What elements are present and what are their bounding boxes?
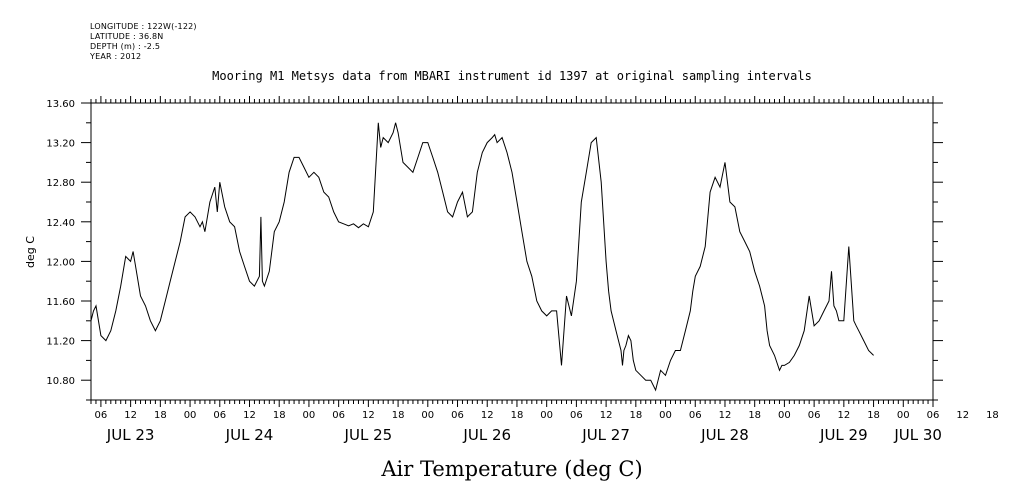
x-tick-label: 18	[273, 410, 286, 421]
longitude-label: LONGITUDE : 122W(-122)	[90, 22, 197, 31]
chart-title: Mooring M1 Metsys data from MBARI instru…	[212, 69, 812, 83]
x-tick-label: 00	[659, 410, 672, 421]
y-tick-label: 11.60	[46, 297, 75, 308]
x-tick-label: 18	[629, 410, 642, 421]
x-tick-label: 06	[213, 410, 226, 421]
x-tick-label: 18	[392, 410, 405, 421]
day-label: JUL 26	[462, 426, 511, 444]
metadata-block: LONGITUDE : 122W(-122) LATITUDE : 36.8N …	[90, 22, 197, 62]
depth-label: DEPTH (m) : -2.5	[90, 42, 161, 51]
x-tick-label: 06	[332, 410, 345, 421]
x-tick-label: 06	[570, 410, 583, 421]
x-axis-title: Air Temperature (deg C)	[380, 457, 642, 481]
day-label: JUL 29	[819, 426, 868, 444]
x-tick-label: 06	[808, 410, 821, 421]
year-label: YEAR : 2012	[90, 52, 142, 61]
x-tick-label: 12	[837, 410, 850, 421]
x-tick-label: 18	[748, 410, 761, 421]
y-tick-label: 11.20	[46, 337, 75, 348]
x-tick-label: 00	[421, 410, 434, 421]
x-tick-label: 12	[719, 410, 732, 421]
y-tick-label: 12.40	[46, 218, 75, 229]
plot-frame	[90, 102, 934, 401]
x-tick-label: 00	[540, 410, 553, 421]
y-axis-label: deg C	[24, 236, 37, 268]
x-tick-label: 00	[303, 410, 316, 421]
y-tick-label: 13.60	[46, 99, 75, 110]
latitude-label: LATITUDE : 36.8N	[90, 32, 164, 41]
y-tick-label: 12.80	[46, 178, 75, 189]
x-tick-label: 18	[986, 410, 999, 421]
x-tick-labels: 06 12 18 00 06 12 18 00 06 12 18 00 06 12 18 00 06 12 18 00…	[95, 410, 999, 421]
day-label: JUL 30	[893, 426, 942, 444]
x-tick-label: 06	[927, 410, 940, 421]
x-tick-label: 12	[956, 410, 969, 421]
day-label: JUL 27	[581, 426, 630, 444]
x-tick-label: 12	[362, 410, 375, 421]
x-tick-label: 18	[154, 410, 167, 421]
day-label: JUL 28	[700, 426, 749, 444]
air-temperature-series-line	[90, 122, 874, 392]
x-tick-label: 00	[778, 410, 791, 421]
x-tick-label: 06	[451, 410, 464, 421]
x-tick-label: 18	[867, 410, 880, 421]
y-tick-label: 12.00	[46, 257, 75, 268]
x-tick-label: 12	[124, 410, 137, 421]
x-tick-label: 12	[243, 410, 256, 421]
x-tick-label: 18	[511, 410, 524, 421]
day-label: JUL 23	[106, 426, 155, 444]
x-tick-label: 12	[600, 410, 613, 421]
tick-marks	[81, 96, 943, 407]
x-tick-label: 06	[95, 410, 108, 421]
x-tick-label: 00	[897, 410, 910, 421]
day-label: JUL 25	[344, 426, 393, 444]
x-tick-label: 00	[184, 410, 197, 421]
day-label: JUL 24	[225, 426, 274, 444]
y-tick-labels: 10.80 11.20 11.60 12.00 12.40 12.80 13.20 13.60	[46, 99, 75, 387]
x-tick-label: 06	[689, 410, 702, 421]
plot-axes	[90, 102, 934, 401]
y-tick-label: 13.20	[46, 139, 75, 150]
day-labels: JUL 23 JUL 24 JUL 25 JUL 26 JUL 27 JUL 28 JUL …	[106, 426, 942, 444]
x-tick-label: 12	[481, 410, 494, 421]
y-tick-label: 10.80	[46, 376, 75, 387]
